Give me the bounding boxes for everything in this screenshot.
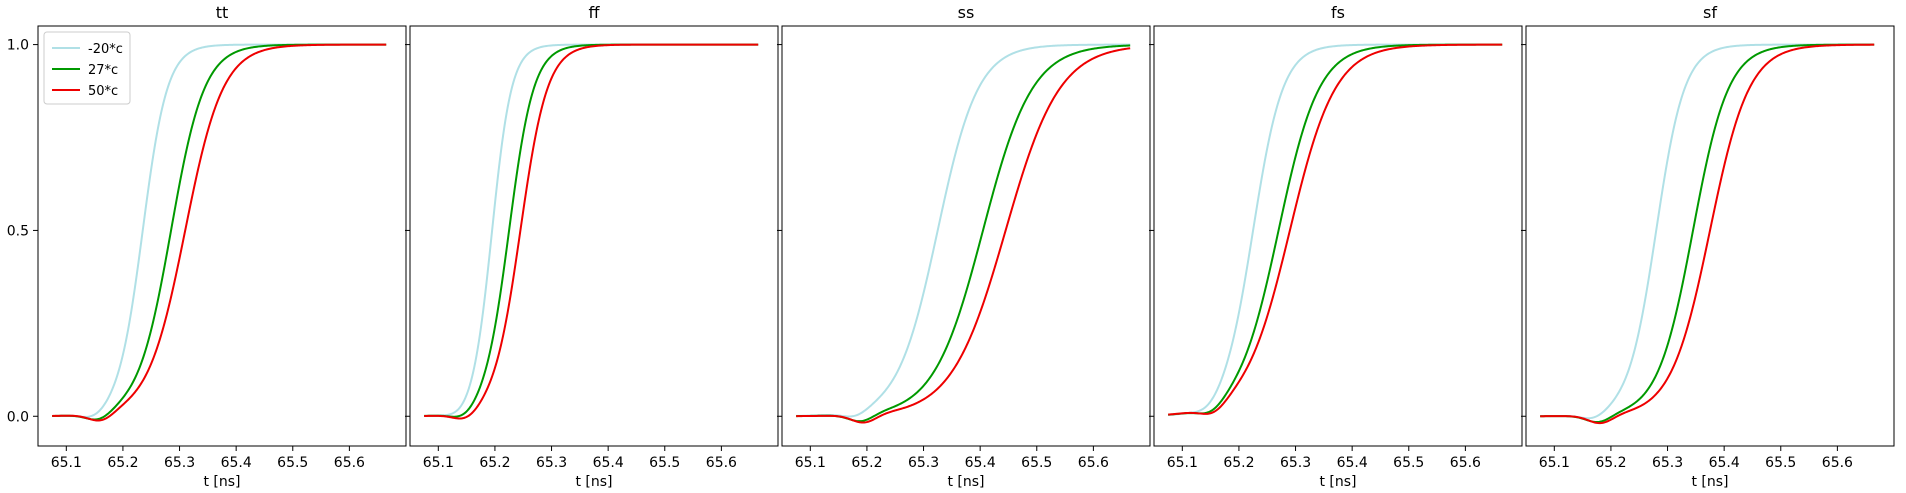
x-tick-label: 65.6	[1078, 455, 1109, 471]
x-tick-label: 65.3	[1280, 455, 1311, 471]
subplot-title: ss	[958, 3, 975, 22]
x-tick-label: 65.6	[334, 455, 365, 471]
series-line--20*c	[1168, 43, 1503, 417]
x-tick-label: 65.2	[107, 455, 138, 471]
series-line-27*c	[1168, 43, 1503, 416]
subplot-sf: sf 65.1 65.2 65.3 65.4 65.5 65.6 t [ns]	[1521, 3, 1895, 490]
series-line-27*c	[796, 44, 1131, 423]
legend-label: 27*c	[88, 63, 118, 78]
y-tick-label: 1.0	[7, 38, 29, 54]
x-tick-label: 65.5	[649, 455, 680, 471]
x-tick-label: 65.6	[1822, 455, 1853, 471]
x-tick-label: 65.1	[1539, 455, 1570, 471]
series-line-27*c	[1540, 43, 1875, 424]
plot-frame	[1525, 25, 1895, 447]
subplot-title: sf	[1703, 3, 1717, 22]
x-tick-label: 65.2	[1595, 455, 1626, 471]
x-axis-label: t [ns]	[947, 474, 984, 490]
series-line-50*c	[424, 43, 759, 420]
x-tick-label: 65.5	[1393, 455, 1424, 471]
x-tick-label: 65.2	[479, 455, 510, 471]
series-line-50*c	[52, 43, 387, 422]
x-axis-label: t [ns]	[1319, 474, 1356, 490]
x-tick-label: 65.1	[1167, 455, 1198, 471]
y-tick-label: 0.0	[7, 409, 29, 425]
series-line-50*c	[1540, 43, 1875, 425]
plot-frame	[409, 25, 779, 447]
subplot-fs: fs 65.1 65.2 65.3 65.4 65.5 65.6 t [ns]	[1149, 3, 1523, 490]
x-tick-label: 65.1	[51, 455, 82, 471]
x-tick-label: 65.3	[1652, 455, 1683, 471]
legend-label: -20*c	[88, 42, 123, 57]
y-tick-label: 0.5	[7, 223, 29, 239]
subplot-ss: ss 65.1 65.2 65.3 65.4 65.5 65.6 t [ns]	[777, 3, 1151, 490]
series-line--20*c	[796, 43, 1131, 418]
x-tick-label: 65.4	[1709, 455, 1740, 471]
legend-label: 50*c	[88, 84, 118, 99]
subplot-title: fs	[1331, 3, 1345, 22]
subplot-title: ff	[588, 3, 600, 22]
x-tick-label: 65.5	[1765, 455, 1796, 471]
x-tick-label: 65.3	[908, 455, 939, 471]
plot-frame	[781, 25, 1151, 447]
x-axis-label: t [ns]	[1691, 474, 1728, 490]
series-line--20*c	[1540, 43, 1875, 420]
x-tick-label: 65.6	[1450, 455, 1481, 471]
x-tick-label: 65.6	[706, 455, 737, 471]
subplot-ff: ff 65.1 65.2 65.3 65.4 65.5 65.6 t [ns]	[405, 3, 779, 490]
x-tick-label: 65.1	[795, 455, 826, 471]
x-tick-label: 65.4	[221, 455, 252, 471]
plot-frame	[1153, 25, 1523, 447]
subplot-title: tt	[216, 3, 229, 22]
x-tick-label: 65.4	[593, 455, 624, 471]
x-tick-label: 65.4	[965, 455, 996, 471]
subplot-tt: tt 65.1 65.2 65.3 65.4 65.5 65.6 0.0 0.5 1.0 t [ns…	[7, 3, 407, 490]
legend-box	[43, 31, 131, 105]
x-tick-label: 65.5	[277, 455, 308, 471]
plot-frame	[37, 25, 407, 447]
x-tick-label: 65.4	[1337, 455, 1368, 471]
x-axis-label: t [ns]	[203, 474, 240, 490]
x-tick-label: 65.3	[164, 455, 195, 471]
x-tick-label: 65.1	[423, 455, 454, 471]
x-axis-label: t [ns]	[575, 474, 612, 490]
series-line-50*c	[1168, 43, 1503, 416]
series-line--20*c	[424, 43, 759, 417]
series-line-27*c	[424, 43, 759, 418]
x-tick-label: 65.2	[851, 455, 882, 471]
x-tick-label: 65.2	[1223, 455, 1254, 471]
x-tick-label: 65.5	[1021, 455, 1052, 471]
x-tick-label: 65.3	[536, 455, 567, 471]
series-line-50*c	[796, 47, 1131, 424]
